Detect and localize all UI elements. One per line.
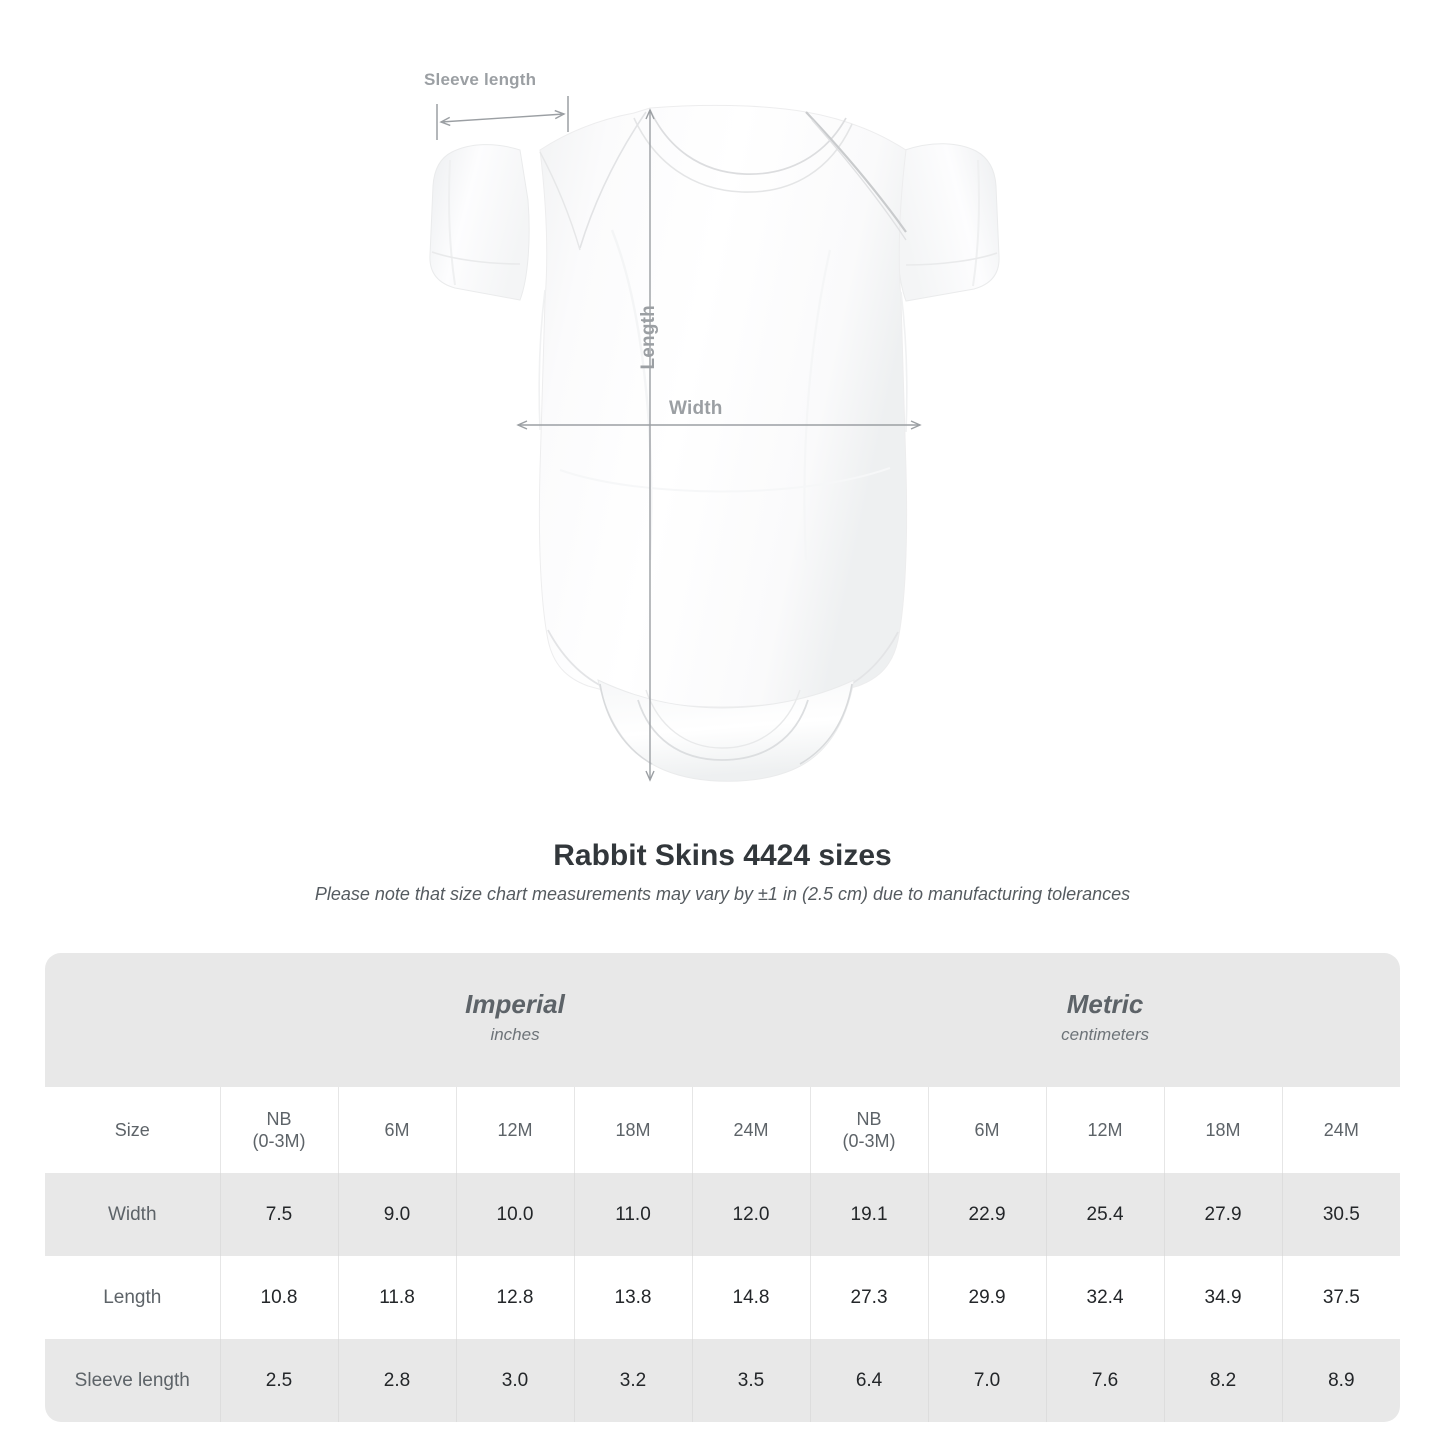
header-col-metric-12m: 12M bbox=[1046, 1087, 1165, 1173]
sleeve-length-arrow bbox=[439, 109, 566, 127]
cell-width-metric-6m: 22.9 bbox=[928, 1173, 1047, 1256]
bodysuit-body-shape bbox=[538, 104, 908, 708]
cell-width-metric-18m: 27.9 bbox=[1164, 1173, 1283, 1256]
cell-sleeve-metric-24m: 8.9 bbox=[1282, 1339, 1401, 1422]
cell-length-metric-12m: 32.4 bbox=[1046, 1256, 1165, 1339]
length-label: Length bbox=[638, 305, 659, 370]
header-col-imperial-nb: NB (0-3M) bbox=[220, 1087, 339, 1173]
header-col-imperial-nb-line2: (0-3M) bbox=[252, 1131, 306, 1151]
table-row: Sleeve length 2.5 2.8 3.0 3.2 3.5 6.4 7.… bbox=[45, 1339, 1401, 1422]
header-col-metric-nb: NB (0-3M) bbox=[810, 1087, 929, 1173]
header-col-imperial-24m: 24M bbox=[692, 1087, 811, 1173]
header-col-imperial-nb-line1: NB bbox=[266, 1108, 292, 1129]
cell-length-metric-18m: 34.9 bbox=[1164, 1256, 1283, 1339]
unit-sub-metric: centimeters bbox=[1061, 1024, 1149, 1044]
unit-name-metric: Metric bbox=[1066, 989, 1144, 1020]
cell-sleeve-imperial-nb: 2.5 bbox=[220, 1339, 339, 1422]
cell-length-imperial-6m: 11.8 bbox=[338, 1256, 457, 1339]
bodysuit-diagram bbox=[429, 96, 1000, 782]
header-col-metric-nb-line1: NB bbox=[856, 1108, 882, 1129]
cell-sleeve-imperial-6m: 2.8 bbox=[338, 1339, 457, 1422]
unit-sub-imperial: inches bbox=[490, 1024, 540, 1044]
cell-sleeve-metric-nb: 6.4 bbox=[810, 1339, 929, 1422]
cell-sleeve-metric-6m: 7.0 bbox=[928, 1339, 1047, 1422]
header-col-metric-18m: 18M bbox=[1164, 1087, 1283, 1173]
page-title: Rabbit Skins 4424 sizes bbox=[553, 839, 892, 872]
cell-width-metric-nb: 19.1 bbox=[810, 1173, 929, 1256]
unit-banner-imperial: Imperial inches bbox=[220, 953, 811, 1087]
cell-length-imperial-nb: 10.8 bbox=[220, 1256, 339, 1339]
table-row: Width 7.5 9.0 10.0 11.0 12.0 19.1 22.9 2… bbox=[45, 1173, 1401, 1256]
unit-banner-row: Imperial inches Metric centimeters bbox=[45, 953, 1401, 1087]
cell-length-metric-6m: 29.9 bbox=[928, 1256, 1047, 1339]
cell-width-imperial-18m: 11.0 bbox=[574, 1173, 693, 1256]
cell-width-imperial-nb: 7.5 bbox=[220, 1173, 339, 1256]
size-header-row: Size NB (0-3M) 6M 12M 18M 24M NB (0-3M) … bbox=[45, 1087, 1401, 1173]
cell-width-imperial-24m: 12.0 bbox=[692, 1173, 811, 1256]
garment-illustration: Sleeve length Length Width bbox=[424, 70, 1000, 782]
header-col-metric-24m: 24M bbox=[1282, 1087, 1401, 1173]
cell-sleeve-metric-12m: 7.6 bbox=[1046, 1339, 1165, 1422]
left-sleeve-shape bbox=[429, 144, 530, 301]
header-col-metric-6m: 6M bbox=[928, 1087, 1047, 1173]
size-chart-table-wrapper: Imperial inches Metric centimeters Size … bbox=[45, 953, 1401, 1422]
sleeve-length-measure-line bbox=[436, 96, 569, 140]
header-col-imperial-6m: 6M bbox=[338, 1087, 457, 1173]
width-label: Width bbox=[669, 398, 723, 419]
sleeve-length-label: Sleeve length bbox=[424, 70, 537, 89]
cell-width-imperial-12m: 10.0 bbox=[456, 1173, 575, 1256]
cell-sleeve-imperial-18m: 3.2 bbox=[574, 1339, 693, 1422]
cell-length-imperial-12m: 12.8 bbox=[456, 1256, 575, 1339]
cell-width-metric-24m: 30.5 bbox=[1282, 1173, 1401, 1256]
header-size-label: Size bbox=[45, 1087, 221, 1173]
cell-sleeve-imperial-12m: 3.0 bbox=[456, 1339, 575, 1422]
cell-sleeve-metric-18m: 8.2 bbox=[1164, 1339, 1283, 1422]
unit-banner-metric: Metric centimeters bbox=[810, 953, 1401, 1087]
row-label-length: Length bbox=[45, 1256, 221, 1339]
title-block: Rabbit Skins 4424 sizes Please note that… bbox=[0, 835, 1445, 908]
right-sleeve-shape bbox=[896, 143, 1000, 302]
size-chart-table: Imperial inches Metric centimeters Size … bbox=[45, 953, 1401, 1422]
cell-width-imperial-6m: 9.0 bbox=[338, 1173, 457, 1256]
crotch-gusset-shape bbox=[597, 679, 855, 782]
header-col-imperial-12m: 12M bbox=[456, 1087, 575, 1173]
row-label-sleeve-length: Sleeve length bbox=[45, 1339, 221, 1422]
unit-banner-spacer bbox=[45, 953, 220, 1087]
row-label-width: Width bbox=[45, 1173, 221, 1256]
table-row: Length 10.8 11.8 12.8 13.8 14.8 27.3 29.… bbox=[45, 1256, 1401, 1339]
cell-length-metric-nb: 27.3 bbox=[810, 1256, 929, 1339]
cell-length-imperial-24m: 14.8 bbox=[692, 1256, 811, 1339]
header-col-imperial-18m: 18M bbox=[574, 1087, 693, 1173]
header-col-metric-nb-line2: (0-3M) bbox=[842, 1131, 896, 1151]
unit-name-imperial: Imperial bbox=[465, 989, 565, 1020]
cell-length-imperial-18m: 13.8 bbox=[574, 1256, 693, 1339]
cell-sleeve-imperial-24m: 3.5 bbox=[692, 1339, 811, 1422]
cell-width-metric-12m: 25.4 bbox=[1046, 1173, 1165, 1256]
tolerance-note: Please note that size chart measurements… bbox=[314, 884, 1131, 904]
cell-length-metric-24m: 37.5 bbox=[1282, 1256, 1401, 1339]
